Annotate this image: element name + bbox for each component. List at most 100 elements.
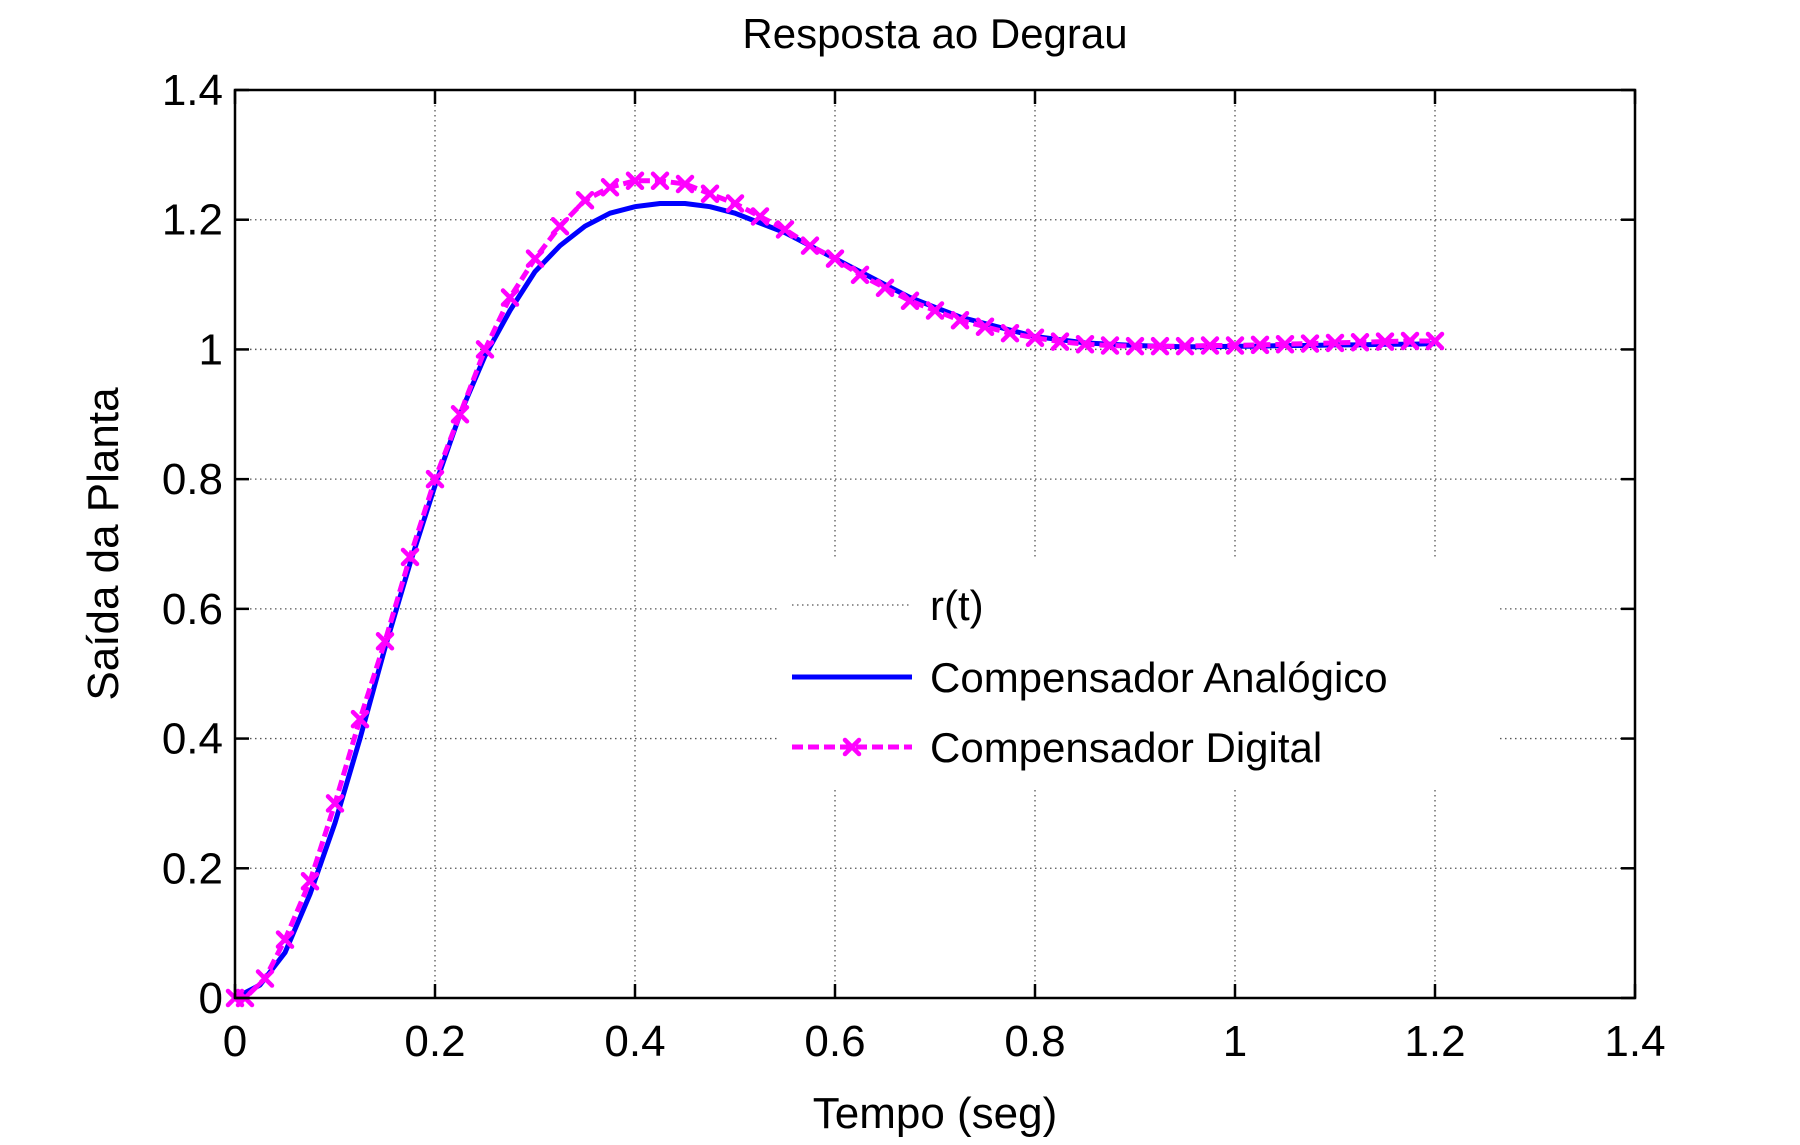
marker-stroke xyxy=(750,207,770,226)
y-tick-label: 0.8 xyxy=(162,455,223,504)
chart-title: Resposta ao Degrau xyxy=(742,10,1127,57)
data-point-marker xyxy=(1000,323,1020,343)
y-axis-title: Saída da Planta xyxy=(79,387,128,701)
marker-stroke xyxy=(1200,336,1220,355)
marker-stroke xyxy=(875,278,895,298)
data-point-marker xyxy=(1050,332,1070,351)
x-tick-label: 1.2 xyxy=(1404,1017,1465,1066)
data-point-marker xyxy=(375,632,395,651)
marker-stroke xyxy=(900,291,920,311)
data-point-marker xyxy=(1175,336,1195,356)
marker-stroke xyxy=(1100,336,1120,355)
marker-stroke xyxy=(275,930,295,949)
marker-stroke xyxy=(1275,334,1295,354)
marker-stroke xyxy=(325,794,345,813)
ticks: 0 0.2 0.4 0.6 0.8 1 1.2 1.4 0 0.2 0.4 0.6 0.8 1 1.2 1.4 xyxy=(162,66,1666,1066)
data-point-marker xyxy=(1425,331,1445,351)
data-point-marker xyxy=(950,310,970,330)
marker-stroke xyxy=(975,317,995,336)
legend-label-compensador-analogico: Compensador Analógico xyxy=(930,654,1388,701)
marker-stroke xyxy=(650,171,670,191)
data-point-marker xyxy=(1350,333,1370,352)
data-point-marker xyxy=(475,340,495,359)
data-point-marker xyxy=(850,265,870,285)
marker-stroke xyxy=(1150,336,1170,356)
marker-stroke xyxy=(550,216,570,236)
data-point-marker xyxy=(975,317,995,336)
data-point-marker xyxy=(400,547,420,567)
data-point-marker xyxy=(350,709,370,729)
y-tick-label: 0.4 xyxy=(162,715,223,764)
marker-stroke xyxy=(255,969,275,988)
data-point-marker xyxy=(275,930,295,949)
data-point-marker xyxy=(450,405,470,424)
marker-stroke xyxy=(350,709,370,729)
marker-stroke xyxy=(300,872,320,891)
data-point-marker xyxy=(700,184,720,204)
data-point-marker xyxy=(1125,336,1145,356)
x-tick-label: 1.4 xyxy=(1604,1017,1665,1066)
data-point-marker xyxy=(1225,336,1245,355)
data-point-marker xyxy=(750,207,770,226)
data-point-marker xyxy=(925,301,945,320)
marker-stroke xyxy=(1125,336,1145,356)
data-point-marker xyxy=(900,291,920,311)
marker-stroke xyxy=(1425,331,1445,351)
marker-stroke xyxy=(500,288,520,307)
marker-stroke xyxy=(1400,331,1420,351)
marker-stroke xyxy=(375,632,395,651)
x-tick-label: 0.2 xyxy=(404,1017,465,1066)
marker-stroke xyxy=(1000,323,1020,343)
marker-stroke xyxy=(1075,334,1095,354)
data-point-marker xyxy=(1100,336,1120,355)
legend-label-r-t: r(t) xyxy=(930,582,984,629)
data-point-marker xyxy=(1200,336,1220,355)
data-point-marker xyxy=(600,178,620,197)
grid xyxy=(235,90,1635,998)
marker-stroke xyxy=(700,184,720,204)
data-point-marker xyxy=(525,249,545,268)
data-point-marker xyxy=(875,278,895,298)
data-point-marker xyxy=(725,194,745,213)
data-point-marker xyxy=(1075,334,1095,354)
data-point-marker xyxy=(575,191,595,210)
marker-stroke xyxy=(1325,333,1345,353)
y-tick-label: 1.4 xyxy=(162,66,223,115)
marker-stroke xyxy=(675,174,695,194)
x-axis-title: Tempo (seg) xyxy=(813,1089,1058,1138)
x-tick-label: 0.8 xyxy=(1004,1017,1065,1066)
data-point-marker xyxy=(1400,331,1420,351)
plot-frame xyxy=(233,88,1637,1000)
data-point-marker xyxy=(775,220,795,239)
marker-stroke xyxy=(850,265,870,285)
legend-box xyxy=(780,560,1500,788)
data-point-marker xyxy=(1300,334,1320,353)
y-tick-label: 0 xyxy=(199,974,223,1023)
marker-stroke xyxy=(842,737,862,757)
series-line-compensador-digital xyxy=(235,178,1435,1001)
data-point-marker xyxy=(1375,332,1395,351)
marker-stroke xyxy=(950,310,970,330)
y-tick-label: 1.2 xyxy=(162,196,223,245)
marker-stroke xyxy=(1050,332,1070,351)
marker-stroke xyxy=(1300,334,1320,353)
data-point-marker xyxy=(255,969,275,988)
x-tick-label: 0.6 xyxy=(804,1017,865,1066)
x-tick-label: 0 xyxy=(223,1017,247,1066)
data-point-marker xyxy=(800,236,820,255)
marker-stroke xyxy=(775,220,795,239)
data-point-marker xyxy=(1250,335,1270,355)
legend-marker-x xyxy=(842,737,862,757)
y-tick-label: 0.6 xyxy=(162,585,223,634)
marker-stroke xyxy=(1375,332,1395,351)
data-point-marker xyxy=(825,249,845,268)
marker-stroke xyxy=(925,301,945,320)
x-tick-label: 0.4 xyxy=(604,1017,665,1066)
marker-stroke xyxy=(575,191,595,210)
marker-stroke xyxy=(475,340,495,359)
legend: r(t) Compensador Analógico Compensador D… xyxy=(780,560,1500,788)
data-point-marker xyxy=(425,469,445,489)
data-point-marker xyxy=(1325,333,1345,353)
